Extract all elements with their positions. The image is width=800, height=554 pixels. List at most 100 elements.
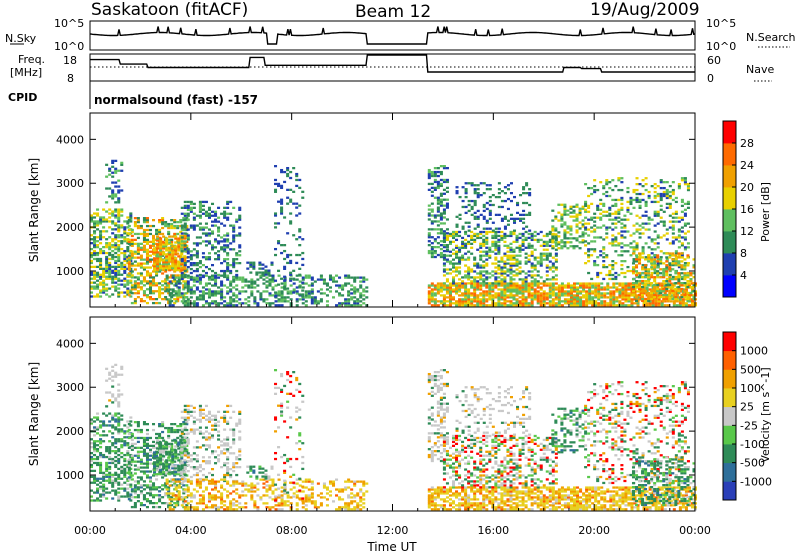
power-cell (217, 276, 221, 279)
power-cell (445, 249, 449, 253)
velocity-cell (120, 487, 124, 490)
velocity-cell (96, 416, 100, 419)
power-cell (533, 278, 537, 281)
power-cell (482, 290, 486, 293)
power-cell (587, 206, 591, 209)
power-cell (174, 241, 178, 244)
power-cell (114, 247, 118, 251)
power-cell (551, 235, 555, 238)
power-cell (563, 203, 567, 206)
power-cell (220, 294, 224, 297)
power-cell (602, 204, 606, 208)
power-cell (223, 250, 227, 253)
power-cell (427, 174, 431, 178)
power-cell (286, 290, 290, 293)
power-cell (289, 188, 293, 191)
power-cell (96, 287, 100, 290)
velocity-cell (111, 483, 115, 486)
power-cell (192, 216, 196, 219)
power-cell (180, 206, 184, 209)
power-cell (464, 195, 468, 199)
power-cell (153, 257, 157, 260)
velocity-cell (120, 465, 124, 469)
velocity-cell (139, 458, 143, 461)
power-cell (509, 300, 513, 303)
power-cell (99, 232, 103, 235)
power-cell (274, 182, 278, 186)
power-cell (165, 267, 169, 270)
power-cell (164, 222, 168, 226)
power-cell (436, 242, 440, 245)
power-cell (180, 260, 184, 263)
power-cell (626, 269, 630, 273)
power-cell (162, 259, 166, 262)
velocity-cell (102, 440, 106, 443)
power-cell (247, 280, 251, 283)
freq-unit: [MHz] (10, 66, 42, 79)
power-cell (186, 200, 190, 204)
power-cell (198, 296, 202, 299)
power-cell (686, 202, 690, 206)
power-cell (90, 259, 94, 263)
power-cell (448, 272, 452, 275)
power-cell (433, 180, 437, 184)
power-cell (165, 276, 169, 279)
power-cell (298, 204, 302, 207)
power-cell (548, 232, 552, 236)
power-cell (301, 281, 305, 284)
power-cell (677, 246, 681, 249)
power-cell (491, 300, 495, 303)
power-cell (295, 292, 299, 295)
power-cell (433, 238, 437, 241)
power-cell (689, 278, 693, 281)
power-cell (192, 262, 196, 265)
power-cell (445, 290, 449, 293)
power-cell (653, 295, 657, 299)
power-cell (158, 260, 162, 263)
power-cell (467, 278, 471, 281)
power-cell (180, 236, 184, 239)
power-cell (211, 210, 215, 213)
power-cell (235, 252, 239, 255)
power-cell (90, 285, 94, 288)
power-cell (479, 232, 483, 236)
power-cell (650, 266, 654, 269)
power-cell (650, 274, 654, 277)
power-cell (455, 300, 459, 303)
power-cell (476, 193, 480, 197)
power-cell (533, 288, 537, 291)
power-cell (593, 263, 597, 267)
velocity-cell (127, 422, 131, 426)
power-cell (692, 281, 696, 285)
power-cell (111, 193, 115, 196)
power-cell (214, 290, 218, 293)
power-cell (590, 202, 594, 206)
power-cell (500, 238, 504, 242)
power-cell (359, 292, 363, 295)
power-cell (488, 282, 492, 285)
velocity-cell (99, 424, 103, 427)
power-cell (439, 290, 443, 293)
power-cell (522, 186, 526, 189)
power-cell (545, 240, 549, 243)
power-cell (621, 294, 625, 297)
power-cell (262, 282, 266, 285)
power-cell (665, 192, 669, 196)
power-cell (96, 224, 100, 227)
power-cell (666, 282, 670, 285)
power-cell (235, 276, 239, 279)
power-cell (497, 195, 501, 199)
power-cell (602, 186, 606, 190)
velocity-cell (99, 434, 103, 437)
power-cell (145, 254, 149, 257)
power-cell (461, 244, 465, 247)
power-cell (548, 294, 552, 297)
power-cell (192, 304, 196, 307)
velocity-cell (117, 422, 121, 425)
power-cell (451, 248, 456, 251)
power-cell (641, 246, 645, 249)
power-cell (153, 253, 157, 256)
power-cell (608, 214, 612, 217)
power-cell (186, 290, 190, 293)
power-cell (662, 224, 666, 227)
